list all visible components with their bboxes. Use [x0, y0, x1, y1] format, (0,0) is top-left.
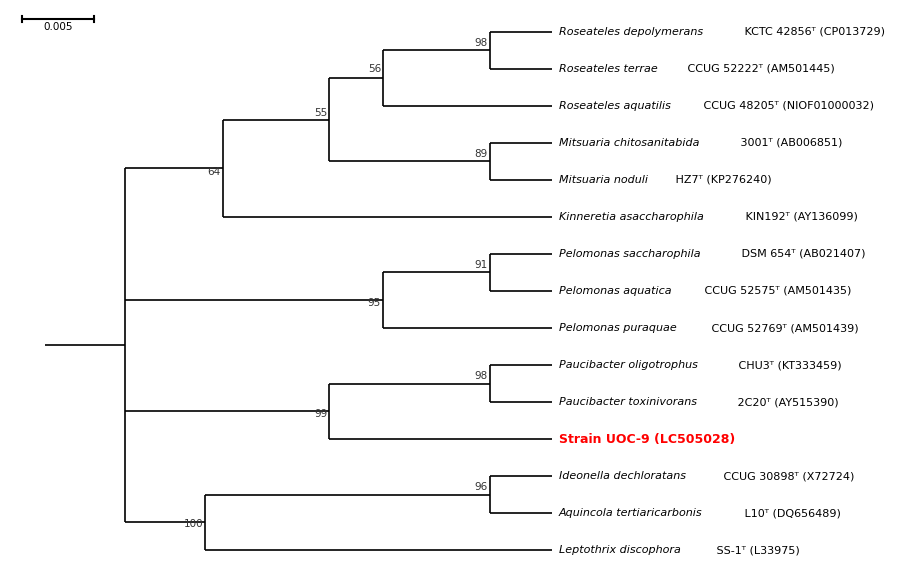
Text: KCTC 42856ᵀ (CP013729): KCTC 42856ᵀ (CP013729) [741, 27, 885, 37]
Text: 100: 100 [183, 519, 203, 530]
Text: 55: 55 [314, 108, 328, 118]
Text: L10ᵀ (DQ656489): L10ᵀ (DQ656489) [741, 508, 841, 518]
Text: Roseateles aquatilis: Roseateles aquatilis [559, 101, 671, 111]
Text: CCUG 30898ᵀ (X72724): CCUG 30898ᵀ (X72724) [720, 471, 854, 481]
Text: Kinneretia asaccharophila: Kinneretia asaccharophila [559, 212, 704, 222]
Text: 2C20ᵀ (AY515390): 2C20ᵀ (AY515390) [734, 397, 838, 407]
Text: CCUG 52222ᵀ (AM501445): CCUG 52222ᵀ (AM501445) [684, 64, 834, 74]
Text: CCUG 48205ᵀ (NIOF01000032): CCUG 48205ᵀ (NIOF01000032) [700, 101, 874, 111]
Text: Pelomonas saccharophila: Pelomonas saccharophila [559, 249, 701, 259]
Text: SS-1ᵀ (L33975): SS-1ᵀ (L33975) [713, 545, 800, 555]
Text: Pelomonas puraquae: Pelomonas puraquae [559, 323, 676, 333]
Text: DSM 654ᵀ (AB021407): DSM 654ᵀ (AB021407) [738, 249, 865, 259]
Text: Paucibacter toxinivorans: Paucibacter toxinivorans [559, 397, 697, 407]
Text: 99: 99 [314, 409, 328, 419]
Text: KIN192ᵀ (AY136099): KIN192ᵀ (AY136099) [742, 212, 858, 222]
Text: 95: 95 [368, 298, 381, 308]
Text: CCUG 52769ᵀ (AM501439): CCUG 52769ᵀ (AM501439) [708, 323, 859, 333]
Text: Mitsuaria noduli: Mitsuaria noduli [559, 175, 648, 185]
Text: CHU3ᵀ (KT333459): CHU3ᵀ (KT333459) [735, 360, 841, 370]
Text: 0.005: 0.005 [44, 22, 73, 32]
Text: 3001ᵀ (AB006851): 3001ᵀ (AB006851) [736, 138, 842, 148]
Text: HZ7ᵀ (KP276240): HZ7ᵀ (KP276240) [672, 175, 771, 185]
Text: 98: 98 [475, 371, 488, 381]
Text: Paucibacter oligotrophus: Paucibacter oligotrophus [559, 360, 698, 370]
Text: 98: 98 [475, 38, 488, 48]
Text: Strain UOC-9 (LC505028): Strain UOC-9 (LC505028) [559, 432, 735, 446]
Text: Pelomonas aquatica: Pelomonas aquatica [559, 286, 672, 296]
Text: Leptothrix discophora: Leptothrix discophora [559, 545, 681, 555]
Text: Aquincola tertiaricarbonis: Aquincola tertiaricarbonis [559, 508, 703, 518]
Text: Roseateles depolymerans: Roseateles depolymerans [559, 27, 703, 37]
Text: 56: 56 [368, 64, 381, 74]
Text: CCUG 52575ᵀ (AM501435): CCUG 52575ᵀ (AM501435) [701, 286, 852, 296]
Text: 89: 89 [475, 149, 488, 159]
Text: 96: 96 [475, 482, 488, 492]
Text: 64: 64 [208, 168, 221, 178]
Text: Mitsuaria chitosanitabida: Mitsuaria chitosanitabida [559, 138, 699, 148]
Text: Roseateles terrae: Roseateles terrae [559, 64, 657, 74]
Text: Ideonella dechloratans: Ideonella dechloratans [559, 471, 686, 481]
Text: 91: 91 [475, 260, 488, 270]
